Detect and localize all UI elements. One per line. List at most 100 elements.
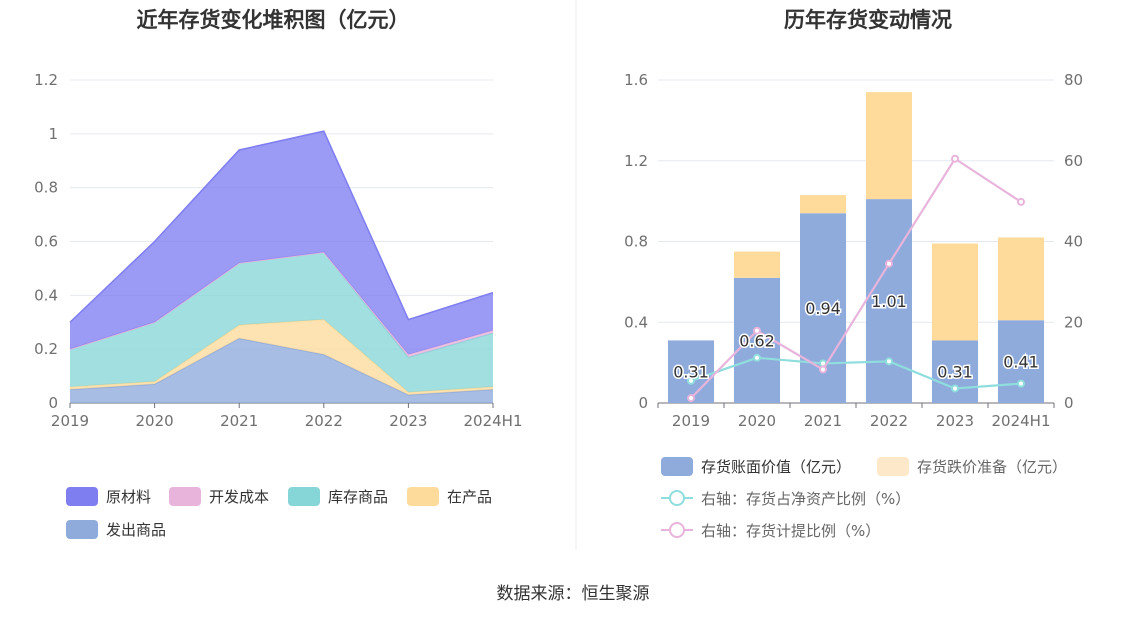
legend-swatch	[288, 487, 320, 506]
right-y-right-tick-label: 40	[1064, 233, 1083, 251]
legend-item[interactable]: 库存商品	[288, 487, 388, 506]
legend-item[interactable]: 发出商品	[66, 520, 166, 539]
right-chart: 历年存货变动情况 0.31 0.62 0.94 1.01 0.31 0.41 0 0.4 0.…	[624, 8, 1083, 540]
legend-swatch	[661, 457, 693, 476]
right-x-tick-label: 2019	[672, 412, 710, 430]
right-x-tick-label: 2020	[738, 412, 776, 430]
left-chart-title: 近年存货变化堆积图（亿元）	[137, 8, 410, 32]
legend-label: 开发成本	[209, 488, 269, 506]
right-x-tick-label: 2024H1	[992, 412, 1051, 430]
left-x-tick-label: 2023	[389, 412, 427, 430]
legend-item[interactable]: 右轴：存货计提比例（%）	[661, 522, 880, 540]
line-point	[753, 353, 761, 362]
line-series	[690, 356, 1022, 390]
legend-item[interactable]: 原材料	[66, 487, 151, 506]
legend-label: 在产品	[447, 488, 492, 506]
left-x-tick-label: 2021	[220, 412, 258, 430]
bar-provision	[734, 251, 780, 278]
left-x-tick-label: 2019	[51, 412, 89, 430]
right-y-right-tick-label: 80	[1064, 71, 1083, 89]
line-point	[1017, 197, 1025, 206]
area-series	[70, 131, 493, 355]
line-point	[951, 154, 959, 163]
left-y-tick-label: 0.6	[34, 233, 58, 251]
left-y-tick-label: 0.2	[34, 340, 58, 358]
left-areas	[69, 130, 494, 403]
legend-label: 右轴：存货占净资产比例（%）	[701, 490, 910, 508]
bar-provision	[932, 243, 978, 341]
area-series	[70, 252, 493, 393]
right-y-right-tick-label: 60	[1064, 152, 1083, 170]
line-point	[885, 259, 893, 268]
line-point	[753, 326, 761, 335]
legend-item[interactable]: 右轴：存货占净资产比例（%）	[661, 490, 910, 508]
bar-provision	[866, 92, 912, 200]
bar-data-label: 0.31	[937, 363, 973, 382]
legend-item[interactable]: 在产品	[407, 487, 492, 506]
legend-swatch	[877, 457, 909, 476]
area-series	[70, 338, 493, 403]
bar-data-label: 0.41	[1003, 353, 1039, 372]
right-y-right-tick-label: 0	[1064, 394, 1074, 412]
area-series	[70, 252, 493, 358]
bar-data-label: 0.94	[805, 299, 841, 318]
legend-label: 库存商品	[328, 488, 388, 506]
left-y-tick-label: 0.8	[34, 179, 58, 197]
legend-line-marker	[669, 522, 685, 538]
legend-label: 原材料	[106, 488, 151, 506]
left-x-tick-label: 2022	[305, 412, 343, 430]
bar-data-label: 0.31	[673, 363, 709, 382]
right-y-left-tick-label: 1.2	[624, 152, 648, 170]
bar-book-value	[668, 340, 714, 403]
left-y-tick-label: 0.4	[34, 286, 58, 304]
right-bars	[668, 92, 1044, 403]
left-y-tick-label: 1	[48, 125, 58, 143]
legend-item[interactable]: 存货账面价值（亿元）	[661, 457, 851, 476]
right-y-axis-left: 0 0.4 0.8 1.2 1.6	[624, 71, 648, 412]
bar-book-value	[866, 199, 912, 403]
legend-line-marker	[669, 490, 685, 506]
legend-swatch	[66, 487, 98, 506]
right-lines	[687, 154, 1025, 403]
legend-label: 发出商品	[106, 521, 166, 539]
legend-item[interactable]: 存货跌价准备（亿元）	[877, 457, 1067, 476]
left-x-tick-label: 2020	[136, 412, 174, 430]
bar-book-value	[998, 320, 1044, 403]
legend-swatch	[407, 487, 439, 506]
right-y-left-tick-label: 1.6	[624, 71, 648, 89]
left-x-axis: 2019 2020 2021 2022 2023 2024H1	[51, 403, 523, 430]
left-y-tick-label: 0	[48, 394, 58, 412]
area-series	[70, 319, 493, 395]
legend-label: 存货跌价准备（亿元）	[917, 458, 1067, 476]
legend-swatch	[66, 520, 98, 539]
line-series	[690, 157, 1022, 399]
right-y-left-tick-label: 0.8	[624, 233, 648, 251]
right-x-tick-label: 2023	[936, 412, 974, 430]
right-chart-title: 历年存货变动情况	[784, 8, 952, 32]
left-chart: 近年存货变化堆积图（亿元） 0 0.2 0.4 0.6 0.8 1 1.2 2019 2020…	[34, 8, 523, 539]
legend-label: 右轴：存货计提比例（%）	[701, 522, 880, 540]
legend-item[interactable]: 开发成本	[169, 487, 269, 506]
area-series-edge	[69, 251, 494, 356]
legend-label: 存货账面价值（亿元）	[701, 458, 851, 476]
left-y-tick-label: 1.2	[34, 71, 58, 89]
line-point	[687, 394, 695, 403]
bar-data-label: 1.01	[871, 292, 907, 311]
area-series-edge	[69, 130, 494, 323]
line-point	[819, 365, 827, 374]
source-note: 数据来源：恒生聚源	[497, 584, 650, 604]
right-x-axis: 2019 2020 2021 2022 2023 2024H1	[657, 403, 1055, 430]
right-legend: 存货账面价值（亿元） 存货跌价准备（亿元） 右轴：存货占净资产比例（%） 右轴：存货计…	[661, 457, 1067, 540]
legend-swatch	[169, 487, 201, 506]
right-y-right-tick-label: 20	[1064, 313, 1083, 331]
line-point	[1017, 379, 1025, 388]
bar-provision	[800, 195, 846, 214]
line-point	[951, 384, 959, 393]
right-grid	[658, 79, 1054, 404]
bar-provision	[998, 237, 1044, 321]
right-y-left-tick-label: 0	[638, 394, 648, 412]
right-y-left-tick-label: 0.4	[624, 313, 648, 331]
right-x-tick-label: 2022	[870, 412, 908, 430]
